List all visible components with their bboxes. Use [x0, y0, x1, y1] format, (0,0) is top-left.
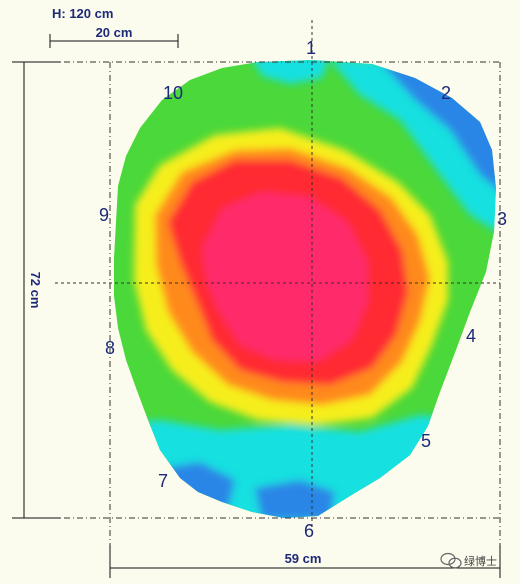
point-label-9: 9 [99, 205, 109, 225]
point-label-3: 3 [497, 209, 507, 229]
point-label-4: 4 [466, 326, 476, 346]
point-label-5: 5 [421, 431, 431, 451]
center-lines [55, 20, 500, 530]
horizontal-dimension-label: 59 cm [285, 551, 322, 566]
point-labels: 1 2 3 4 5 6 7 8 9 10 [99, 38, 507, 541]
point-label-10: 10 [163, 83, 183, 103]
heat-layer-cyan-top [250, 60, 330, 84]
point-label-8: 8 [105, 338, 115, 358]
scale-bar [49, 34, 179, 48]
heat-layer-blue-bottom [255, 480, 335, 518]
point-label-2: 2 [441, 83, 451, 103]
vertical-dimension [12, 61, 60, 519]
watermark: 绿博士 [440, 552, 497, 569]
heat-layer-core [202, 192, 368, 362]
point-label-7: 7 [158, 471, 168, 491]
reference-lines [12, 61, 501, 578]
wechat-icon [440, 552, 462, 569]
watermark-text: 绿博士 [464, 554, 497, 568]
scale-bar-label: 20 cm [96, 25, 133, 40]
heatmap [114, 60, 496, 518]
point-label-6: 6 [304, 521, 314, 541]
point-label-1: 1 [306, 38, 316, 58]
vertical-dimension-label: 72 cm [28, 272, 43, 309]
height-label: H: 120 cm [52, 6, 113, 21]
horizontal-dimension [109, 545, 501, 578]
